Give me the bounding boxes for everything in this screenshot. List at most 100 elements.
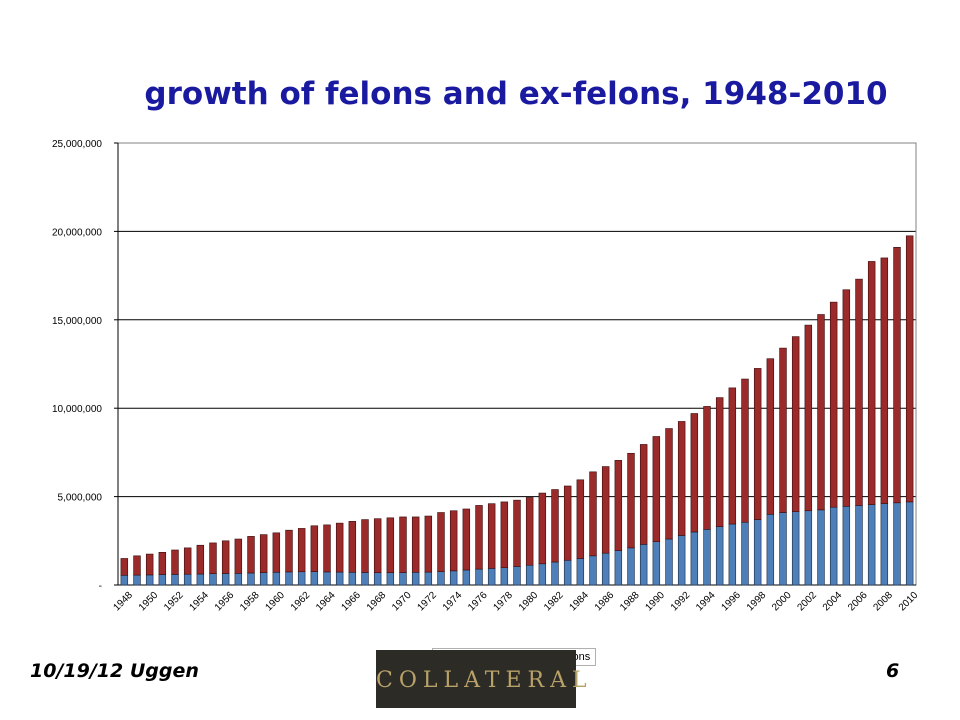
bar-ex-felons <box>462 508 471 571</box>
bar-ex-felons <box>905 235 914 503</box>
bar-ex-felons <box>285 529 293 573</box>
logo-text: COLLATERAL <box>376 668 593 693</box>
bar-ex-felons <box>120 558 129 576</box>
x-tick-label: 1992 <box>669 590 693 614</box>
bar-ex-felons <box>589 471 597 557</box>
bar-ex-felons <box>538 492 547 565</box>
bar-ex-felons <box>893 247 901 504</box>
x-tick-label: 1956 <box>213 590 237 614</box>
bar-ex-felons <box>601 466 610 554</box>
x-tick-label: 2008 <box>871 590 895 614</box>
bar-ex-felons <box>373 518 382 573</box>
bar-current-felons <box>893 502 901 586</box>
y-tick-label: 20,000,000 <box>52 227 102 238</box>
bar-ex-felons <box>500 501 509 568</box>
bar-ex-felons <box>804 324 813 512</box>
x-tick-label: 1998 <box>745 590 769 614</box>
bar-ex-felons <box>361 519 369 573</box>
bar-ex-felons <box>323 524 331 573</box>
x-tick-label: 1982 <box>542 590 566 614</box>
bar-current-felons <box>804 510 813 586</box>
y-tick-label: 5,000,000 <box>58 493 103 504</box>
bar-current-felons <box>297 571 306 586</box>
x-tick-label: 1988 <box>618 590 642 614</box>
bar-current-felons <box>817 509 825 586</box>
bar-ex-felons <box>386 517 395 573</box>
x-tick-label: 2006 <box>846 590 870 614</box>
bar-ex-felons <box>665 428 673 540</box>
x-tick-label: 1970 <box>390 590 414 614</box>
x-tick-label: 1994 <box>694 590 718 614</box>
bar-current-felons <box>411 571 420 586</box>
bar-ex-felons <box>221 540 230 574</box>
bar-current-felons <box>753 519 762 586</box>
bar-current-felons <box>766 513 775 586</box>
x-tick-label: 1984 <box>567 590 591 614</box>
bar-current-felons <box>196 573 205 586</box>
bar-current-felons <box>361 572 369 586</box>
x-tick-label: 1948 <box>111 590 135 614</box>
x-tick-label: 1972 <box>415 590 439 614</box>
bar-current-felons <box>310 571 319 586</box>
bar-current-felons <box>829 506 838 586</box>
bar-ex-felons <box>133 555 141 576</box>
bar-current-felons <box>158 574 167 586</box>
bar-current-felons <box>247 572 255 586</box>
bar-current-felons <box>867 504 876 586</box>
bar-current-felons <box>563 559 572 586</box>
bar-current-felons <box>589 555 597 586</box>
bar-current-felons <box>525 564 534 586</box>
bar-ex-felons <box>639 444 648 545</box>
bar-current-felons <box>487 568 496 586</box>
x-tick-label: 2002 <box>795 590 819 614</box>
bar-current-felons <box>399 572 407 586</box>
bar-ex-felons <box>145 553 154 576</box>
x-tick-label: 1952 <box>162 590 186 614</box>
bar-ex-felons <box>310 525 319 572</box>
bar-ex-felons <box>513 499 521 567</box>
bar-current-felons <box>614 550 623 586</box>
bar-ex-felons <box>715 397 724 527</box>
bar-ex-felons <box>437 512 445 572</box>
bar-current-felons <box>652 541 661 586</box>
bar-ex-felons <box>348 521 357 573</box>
bar-ex-felons <box>677 421 686 536</box>
bar-ex-felons <box>487 503 496 569</box>
bar-current-felons <box>677 535 686 586</box>
y-tick-label: - <box>99 581 102 592</box>
bar-ex-felons <box>829 301 838 508</box>
y-tick-label: 10,000,000 <box>52 404 102 415</box>
bar-current-felons <box>576 558 585 586</box>
bar-current-felons <box>665 538 673 586</box>
bar-ex-felons <box>728 387 737 525</box>
bar-ex-felons <box>817 314 825 511</box>
x-tick-label: 1966 <box>339 590 363 614</box>
bar-ex-felons <box>475 505 483 570</box>
bar-ex-felons <box>766 358 775 515</box>
bar-current-felons <box>690 531 699 586</box>
bar-current-felons <box>627 547 635 586</box>
bar-current-felons <box>234 573 243 586</box>
bar-ex-felons <box>183 547 192 575</box>
x-tick-label: 1962 <box>289 590 313 614</box>
bar-ex-felons <box>335 522 344 573</box>
x-tick-label: 1986 <box>593 590 617 614</box>
x-tick-label: 1964 <box>314 590 338 614</box>
bar-ex-felons <box>614 460 623 551</box>
bar-ex-felons <box>855 278 863 506</box>
x-tick-label: 1980 <box>517 590 541 614</box>
bar-current-felons <box>880 503 889 586</box>
bar-ex-felons <box>867 261 876 505</box>
bar-ex-felons <box>196 544 205 575</box>
bar-ex-felons <box>753 368 762 520</box>
bar-ex-felons <box>525 497 534 566</box>
bar-current-felons <box>855 505 863 586</box>
bar-current-felons <box>475 568 483 586</box>
bar-ex-felons <box>449 510 458 572</box>
bar-ex-felons <box>842 289 851 507</box>
bar-current-felons <box>145 574 154 586</box>
bar-current-felons <box>551 561 559 586</box>
bar-ex-felons <box>171 549 179 575</box>
bar-current-felons <box>500 567 509 586</box>
